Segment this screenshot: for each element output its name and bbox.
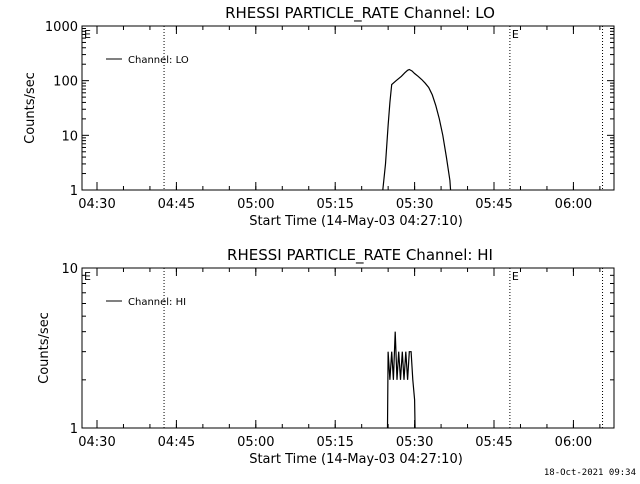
- x-tick-label: 05:00: [237, 197, 274, 212]
- x-tick-label: 04:30: [78, 435, 115, 450]
- x-tick-label: 04:45: [158, 435, 195, 450]
- event-marker-label: E: [512, 28, 519, 41]
- legend-label: Channel: LO: [128, 55, 189, 66]
- x-tick-label: 05:30: [396, 435, 433, 450]
- event-marker-label: E: [84, 28, 91, 41]
- x-tick-label: 05:00: [237, 435, 274, 450]
- y-axis-label: Counts/sec: [37, 312, 52, 384]
- event-marker-label: E: [512, 270, 519, 283]
- x-tick-label: 05:45: [475, 197, 512, 212]
- y-axis-label: Counts/sec: [23, 72, 38, 144]
- series-line: [382, 68, 452, 190]
- x-tick-label: 05:15: [316, 435, 353, 450]
- y-tick-label: 1000: [45, 20, 78, 35]
- plot-timestamp: 18-Oct-2021 09:34: [543, 468, 636, 478]
- chart-panel-1: RHESSI PARTICLE_RATE Channel: LO 1 10 100 10…: [23, 4, 615, 229]
- x-axis-label: Start Time (14-May-03 04:27:10): [249, 214, 463, 229]
- event-marker-label: E: [84, 270, 91, 283]
- series-line: [386, 331, 416, 428]
- y-tick-label: 10: [61, 129, 78, 144]
- plot-frame: [81, 25, 615, 191]
- x-tick-label: 05:30: [396, 197, 433, 212]
- x-tick-label: 06:00: [555, 197, 592, 212]
- y-tick-label: 1: [70, 184, 78, 199]
- y-tick-label: 10: [61, 262, 78, 277]
- chart-panel-2: RHESSI PARTICLE_RATE Channel: HI 1 10 04:30…: [37, 246, 615, 467]
- chart-title: RHESSI PARTICLE_RATE Channel: HI: [227, 246, 493, 265]
- x-tick-label: 05:15: [316, 197, 353, 212]
- chart-title: RHESSI PARTICLE_RATE Channel: LO: [225, 4, 495, 23]
- x-tick-label: 04:30: [78, 197, 115, 212]
- plot-frame: [81, 267, 615, 429]
- y-tick-label: 100: [53, 75, 78, 90]
- x-tick-label: 06:00: [555, 435, 592, 450]
- x-tick-label: 05:45: [475, 435, 512, 450]
- legend-label: Channel: HI: [128, 297, 186, 308]
- x-axis-label: Start Time (14-May-03 04:27:10): [249, 452, 463, 467]
- y-tick-label: 1: [70, 422, 78, 437]
- x-tick-label: 04:45: [158, 197, 195, 212]
